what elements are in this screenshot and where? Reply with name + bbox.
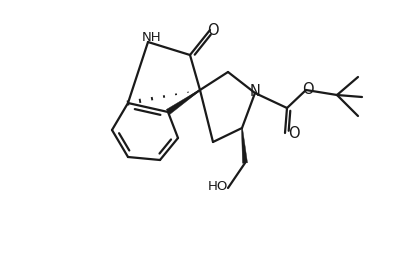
Text: N: N	[249, 84, 260, 100]
Polygon shape	[241, 128, 247, 163]
Text: O: O	[207, 23, 218, 37]
Text: O: O	[302, 81, 313, 97]
Text: HO: HO	[207, 179, 228, 193]
Text: O: O	[288, 125, 299, 141]
Text: NH: NH	[142, 30, 162, 44]
Polygon shape	[166, 90, 200, 114]
